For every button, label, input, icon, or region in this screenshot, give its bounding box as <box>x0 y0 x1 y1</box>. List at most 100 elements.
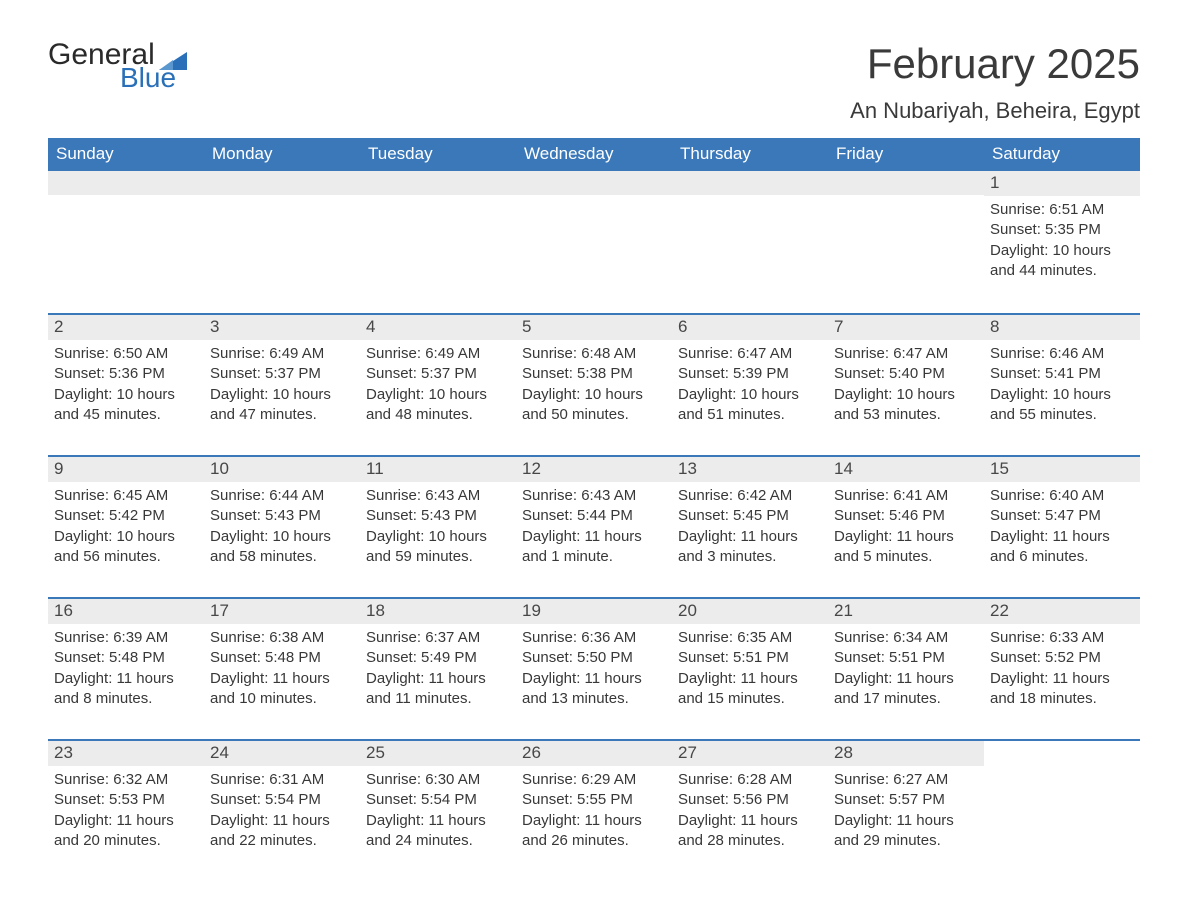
daylight-line: Daylight: 11 hours and 1 minute. <box>522 527 666 568</box>
sunset-line: Sunset: 5:36 PM <box>54 364 198 384</box>
dow-cell: Wednesday <box>516 138 672 171</box>
day-cell: 19Sunrise: 6:36 AMSunset: 5:50 PMDayligh… <box>516 599 672 725</box>
sunset-line: Sunset: 5:54 PM <box>366 790 510 810</box>
day-cell: 17Sunrise: 6:38 AMSunset: 5:48 PMDayligh… <box>204 599 360 725</box>
day-cell: 3Sunrise: 6:49 AMSunset: 5:37 PMDaylight… <box>204 315 360 441</box>
day-number: 9 <box>48 457 204 482</box>
week-row: 16Sunrise: 6:39 AMSunset: 5:48 PMDayligh… <box>48 597 1140 725</box>
day-number: 6 <box>672 315 828 340</box>
daylight-line: Daylight: 11 hours and 13 minutes. <box>522 669 666 710</box>
day-cell: 7Sunrise: 6:47 AMSunset: 5:40 PMDaylight… <box>828 315 984 441</box>
sunrise-line: Sunrise: 6:51 AM <box>990 200 1134 220</box>
daylight-line: Daylight: 10 hours and 53 minutes. <box>834 385 978 426</box>
page: General Blue February 2025 An Nubariyah,… <box>0 0 1188 907</box>
day-number: 7 <box>828 315 984 340</box>
sunrise-line: Sunrise: 6:50 AM <box>54 344 198 364</box>
day-cell: 15Sunrise: 6:40 AMSunset: 5:47 PMDayligh… <box>984 457 1140 583</box>
sunrise-line: Sunrise: 6:48 AM <box>522 344 666 364</box>
sunrise-line: Sunrise: 6:41 AM <box>834 486 978 506</box>
day-cell: 22Sunrise: 6:33 AMSunset: 5:52 PMDayligh… <box>984 599 1140 725</box>
weeks-container: 1Sunrise: 6:51 AMSunset: 5:35 PMDaylight… <box>48 171 1140 867</box>
day-cell: 8Sunrise: 6:46 AMSunset: 5:41 PMDaylight… <box>984 315 1140 441</box>
sunset-line: Sunset: 5:43 PM <box>366 506 510 526</box>
daylight-line: Daylight: 10 hours and 56 minutes. <box>54 527 198 568</box>
daylight-line: Daylight: 10 hours and 44 minutes. <box>990 241 1134 282</box>
week-row: 23Sunrise: 6:32 AMSunset: 5:53 PMDayligh… <box>48 739 1140 867</box>
sunset-line: Sunset: 5:53 PM <box>54 790 198 810</box>
header-row: General Blue February 2025 An Nubariyah,… <box>48 40 1140 124</box>
title-block: February 2025 An Nubariyah, Beheira, Egy… <box>850 40 1140 124</box>
sunset-line: Sunset: 5:54 PM <box>210 790 354 810</box>
daylight-line: Daylight: 11 hours and 5 minutes. <box>834 527 978 568</box>
day-number: 4 <box>360 315 516 340</box>
day-number: 13 <box>672 457 828 482</box>
day-cell: 10Sunrise: 6:44 AMSunset: 5:43 PMDayligh… <box>204 457 360 583</box>
day-cell <box>204 171 360 299</box>
daylight-line: Daylight: 10 hours and 50 minutes. <box>522 385 666 426</box>
day-number: 1 <box>984 171 1140 196</box>
day-number: 5 <box>516 315 672 340</box>
day-number: 21 <box>828 599 984 624</box>
day-number: 18 <box>360 599 516 624</box>
daylight-line: Daylight: 11 hours and 10 minutes. <box>210 669 354 710</box>
sunrise-line: Sunrise: 6:43 AM <box>366 486 510 506</box>
day-cell <box>360 171 516 299</box>
day-number: 11 <box>360 457 516 482</box>
daylight-line: Daylight: 11 hours and 6 minutes. <box>990 527 1134 568</box>
sunset-line: Sunset: 5:52 PM <box>990 648 1134 668</box>
sunset-line: Sunset: 5:57 PM <box>834 790 978 810</box>
day-number: 12 <box>516 457 672 482</box>
day-number: 17 <box>204 599 360 624</box>
calendar: SundayMondayTuesdayWednesdayThursdayFrid… <box>48 138 1140 867</box>
dow-cell: Friday <box>828 138 984 171</box>
day-cell: 25Sunrise: 6:30 AMSunset: 5:54 PMDayligh… <box>360 741 516 867</box>
sunset-line: Sunset: 5:56 PM <box>678 790 822 810</box>
day-number: 20 <box>672 599 828 624</box>
day-cell: 2Sunrise: 6:50 AMSunset: 5:36 PMDaylight… <box>48 315 204 441</box>
day-cell: 12Sunrise: 6:43 AMSunset: 5:44 PMDayligh… <box>516 457 672 583</box>
day-cell: 5 Sunrise: 6:48 AMSunset: 5:38 PMDaylight… <box>516 315 672 441</box>
empty-day-band <box>828 171 984 195</box>
sunrise-line: Sunrise: 6:35 AM <box>678 628 822 648</box>
sunset-line: Sunset: 5:48 PM <box>54 648 198 668</box>
day-cell: 1Sunrise: 6:51 AMSunset: 5:35 PMDaylight… <box>984 171 1140 299</box>
empty-day-band <box>204 171 360 195</box>
day-cell: 4Sunrise: 6:49 AMSunset: 5:37 PMDaylight… <box>360 315 516 441</box>
day-cell: 11 Sunrise: 6:43 AMSunset: 5:43 PMDayligh… <box>360 457 516 583</box>
sunrise-line: Sunrise: 6:37 AM <box>366 628 510 648</box>
day-cell: 14Sunrise: 6:41 AMSunset: 5:46 PMDayligh… <box>828 457 984 583</box>
day-number: 3 <box>204 315 360 340</box>
day-cell: 21Sunrise: 6:34 AMSunset: 5:51 PMDayligh… <box>828 599 984 725</box>
daylight-line: Daylight: 10 hours and 55 minutes. <box>990 385 1134 426</box>
day-of-week-header: SundayMondayTuesdayWednesdayThursdayFrid… <box>48 138 1140 171</box>
day-number: 24 <box>204 741 360 766</box>
daylight-line: Daylight: 11 hours and 3 minutes. <box>678 527 822 568</box>
sunrise-line: Sunrise: 6:40 AM <box>990 486 1134 506</box>
week-row: 9Sunrise: 6:45 AMSunset: 5:42 PMDaylight… <box>48 455 1140 583</box>
daylight-line: Daylight: 11 hours and 11 minutes. <box>366 669 510 710</box>
sunset-line: Sunset: 5:38 PM <box>522 364 666 384</box>
sunset-line: Sunset: 5:41 PM <box>990 364 1134 384</box>
sunset-line: Sunset: 5:48 PM <box>210 648 354 668</box>
sunset-line: Sunset: 5:37 PM <box>366 364 510 384</box>
day-cell: 23Sunrise: 6:32 AMSunset: 5:53 PMDayligh… <box>48 741 204 867</box>
week-row: 2Sunrise: 6:50 AMSunset: 5:36 PMDaylight… <box>48 313 1140 441</box>
day-number: 8 <box>984 315 1140 340</box>
dow-cell: Tuesday <box>360 138 516 171</box>
sunset-line: Sunset: 5:46 PM <box>834 506 978 526</box>
day-cell: 16Sunrise: 6:39 AMSunset: 5:48 PMDayligh… <box>48 599 204 725</box>
daylight-line: Daylight: 10 hours and 59 minutes. <box>366 527 510 568</box>
day-number: 10 <box>204 457 360 482</box>
sunrise-line: Sunrise: 6:31 AM <box>210 770 354 790</box>
sunrise-line: Sunrise: 6:32 AM <box>54 770 198 790</box>
daylight-line: Daylight: 11 hours and 20 minutes. <box>54 811 198 852</box>
sunrise-line: Sunrise: 6:47 AM <box>834 344 978 364</box>
sunrise-line: Sunrise: 6:39 AM <box>54 628 198 648</box>
day-cell: 20Sunrise: 6:35 AMSunset: 5:51 PMDayligh… <box>672 599 828 725</box>
empty-day-band <box>516 171 672 195</box>
sunset-line: Sunset: 5:42 PM <box>54 506 198 526</box>
sunrise-line: Sunrise: 6:36 AM <box>522 628 666 648</box>
day-number: 19 <box>516 599 672 624</box>
sunrise-line: Sunrise: 6:47 AM <box>678 344 822 364</box>
sunset-line: Sunset: 5:37 PM <box>210 364 354 384</box>
